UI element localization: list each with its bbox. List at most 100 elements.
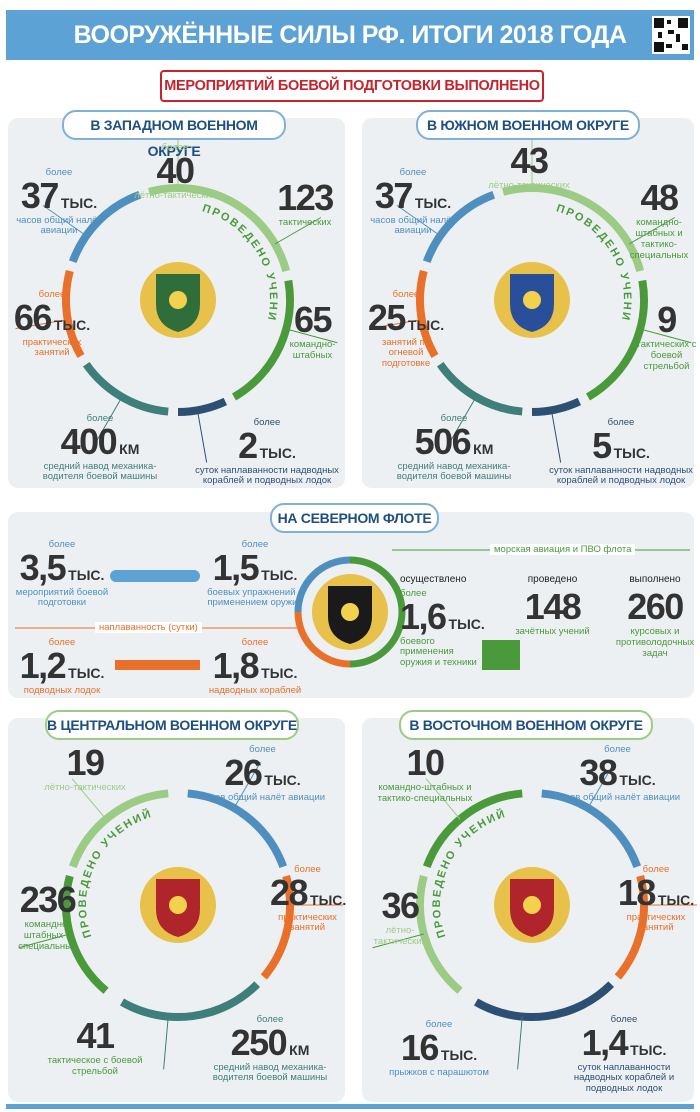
stat-unit: ТЫС. xyxy=(264,771,301,788)
stat-unit: КМ xyxy=(473,440,494,457)
stat-row: 40 xyxy=(120,152,230,189)
connector xyxy=(449,396,477,444)
stat-label: мероприятий боевой подготовки xyxy=(15,586,109,609)
stat-row: 1,5 ТЫС. xyxy=(200,549,310,586)
stat-value: 1,2 xyxy=(19,644,67,686)
connector xyxy=(95,396,123,444)
emblem-star xyxy=(523,896,541,914)
stat-value: 9 xyxy=(657,299,677,340)
stat-value: 19 xyxy=(66,742,105,783)
stat-prefix: более xyxy=(48,637,76,648)
stat-item: более 28 ТЫС. практических занятий xyxy=(270,865,346,934)
stat-row: 400 КМ xyxy=(30,423,170,460)
stat-item: 10 командно-штабных и тактико-специальных xyxy=(370,745,480,805)
stat-prefix: более xyxy=(161,142,189,153)
ring-arc xyxy=(260,874,294,980)
stat-prefix: более xyxy=(642,864,670,875)
stat-prefix: более xyxy=(253,417,281,428)
stat-prefix: более xyxy=(48,539,76,550)
stat-prefix: более xyxy=(392,289,420,300)
emblem-star xyxy=(341,603,359,621)
connector xyxy=(517,1016,523,1070)
stat-value: 123 xyxy=(277,177,334,218)
connector xyxy=(18,933,70,949)
ring-arc xyxy=(294,611,351,668)
stat-unit: ТЫС. xyxy=(53,316,91,333)
stat-item: более 66 ТЫС. практических занятий xyxy=(12,290,92,359)
stat-label: зачётных учений xyxy=(515,626,590,637)
stat-prefix: более xyxy=(38,289,66,300)
stat-item: выполнено 260 курсовых и противолодочных з… xyxy=(615,575,695,660)
stat-row: 37 ТЫС. xyxy=(368,177,458,214)
stat-prefix: более xyxy=(440,413,468,424)
stat-value: 10 xyxy=(406,742,445,783)
stat-row: 48 xyxy=(619,180,699,216)
stat-item: более 26 ТЫС. часов общий налёт авиации xyxy=(190,745,335,803)
stat-unit: ТЫС. xyxy=(259,444,296,461)
stat-item: осуществлено более 1,6 ТЫС. боевого применен… xyxy=(400,575,485,669)
connector xyxy=(163,1016,169,1070)
stat-heading: проведено xyxy=(527,574,578,585)
stat-prefix: более xyxy=(256,1014,284,1025)
stat-label: командно-штабных и специальных xyxy=(18,919,77,952)
connector xyxy=(628,217,676,245)
ring-arc xyxy=(422,190,496,264)
stat-label: командно-штабных и тактико-специальных xyxy=(377,782,473,804)
stat-prefix: более xyxy=(400,588,427,599)
stat-item: 123 тактических xyxy=(265,180,345,229)
section-label: наплаванность (сутки) xyxy=(95,622,202,633)
stat-row: 37 ТЫС. xyxy=(14,177,104,214)
stat-label: средний навод механика-водителя боевой м… xyxy=(42,460,158,483)
stat-prefix: более xyxy=(399,167,427,178)
stat-row: 38 ТЫС. xyxy=(545,751,690,793)
stat-prefix: более xyxy=(45,167,73,178)
section-label: морская авиация и ПВО флота xyxy=(490,544,636,555)
stat-row: 2 ТЫС. xyxy=(192,424,342,466)
subtitle: МЕРОПРИЯТИЙ БОЕВОЙ ПОДГОТОВКИ ВЫПОЛНЕНО xyxy=(160,70,544,102)
submarine-icon xyxy=(110,570,200,582)
stat-item: 48 командно-штабных и тактико-специальных xyxy=(619,180,699,262)
stat-unit: ТЫС. xyxy=(440,1046,478,1063)
stat-row: 65 xyxy=(280,302,345,338)
stat-row: 1,2 ТЫС. xyxy=(12,644,112,686)
stat-row: 9 xyxy=(634,302,699,338)
stat-prefix: более xyxy=(425,1019,453,1030)
stat-unit: ТЫС. xyxy=(613,444,650,461)
stat-heading: осуществлено xyxy=(400,574,467,585)
stat-value: 2 xyxy=(238,424,258,466)
stat-label: лётно-тактических xyxy=(373,925,427,947)
stat-label: курсовых и противолодочных задач xyxy=(615,626,695,659)
stat-row: 250 КМ xyxy=(200,1024,340,1061)
stat-item: более 250 КМ средний навод механика-водител… xyxy=(200,1015,340,1084)
emblem-star xyxy=(169,896,187,914)
stat-value: 1,6 xyxy=(400,595,447,637)
stat-label: прыжков с парашютом xyxy=(389,1066,489,1078)
emblem-star xyxy=(523,291,541,309)
connector xyxy=(372,933,424,949)
stat-label: тактическое с боевой стрельбой xyxy=(47,1055,143,1077)
ring-arc xyxy=(147,184,291,273)
panel-title: НА СЕВЕРНОМ ФЛОТЕ xyxy=(270,503,439,533)
stat-unit: ТЫС. xyxy=(414,194,452,211)
stat-unit: ТЫС. xyxy=(261,566,298,583)
stat-item: более 38 ТЫС. часов общий налёт авиации xyxy=(545,745,690,803)
stat-label: тактических с боевой стрельбой xyxy=(636,339,697,372)
stat-label: часов общий налёт авиации xyxy=(554,791,681,803)
stat-unit: ТЫС. xyxy=(657,891,695,908)
stat-row: 18 ТЫС. xyxy=(616,874,696,911)
ring-arc xyxy=(541,789,642,869)
stat-label: подводных лодок xyxy=(23,684,101,696)
ring-arc xyxy=(62,269,85,358)
panel-title: В ЗАПАДНОМ ВОЕННОМ ОКРУГЕ xyxy=(62,110,286,159)
stat-prefix: более xyxy=(610,1014,638,1025)
stat-label: суток наплаванности надводных кораблей и… xyxy=(549,464,693,487)
ring-arc xyxy=(416,269,439,358)
ring-arc xyxy=(531,397,582,416)
ring-arc xyxy=(349,556,406,668)
stat-unit: ТЫС. xyxy=(619,771,656,788)
stat-value: 38 xyxy=(579,751,618,793)
stat-label: средний навод механика-водителя боевой м… xyxy=(212,1061,328,1084)
stat-unit: ТЫС. xyxy=(60,194,98,211)
stat-value: 236 xyxy=(19,879,77,920)
